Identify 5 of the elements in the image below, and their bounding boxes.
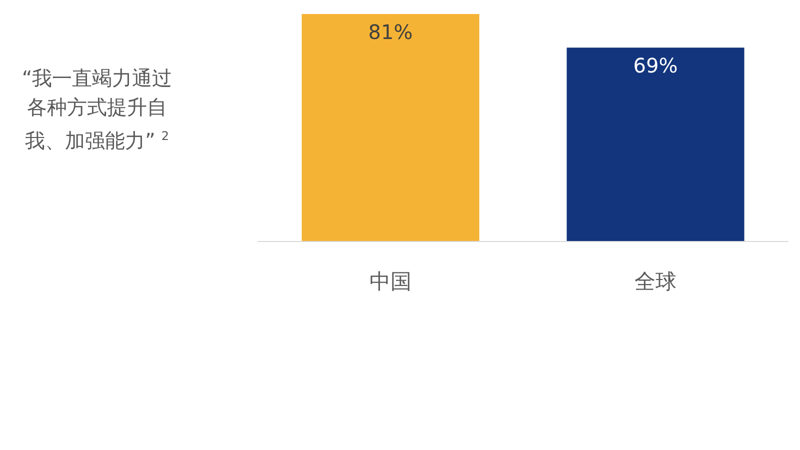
- x-tick-label: 全球: [634, 270, 676, 294]
- x-tick-label: 中国: [370, 270, 412, 294]
- text: “我一直竭力通过各种方式提升自我、加强能力”$^{2}$: [20, 65, 174, 155]
- data-label: 69%: [633, 54, 678, 78]
- data-label: 81%: [368, 20, 413, 44]
